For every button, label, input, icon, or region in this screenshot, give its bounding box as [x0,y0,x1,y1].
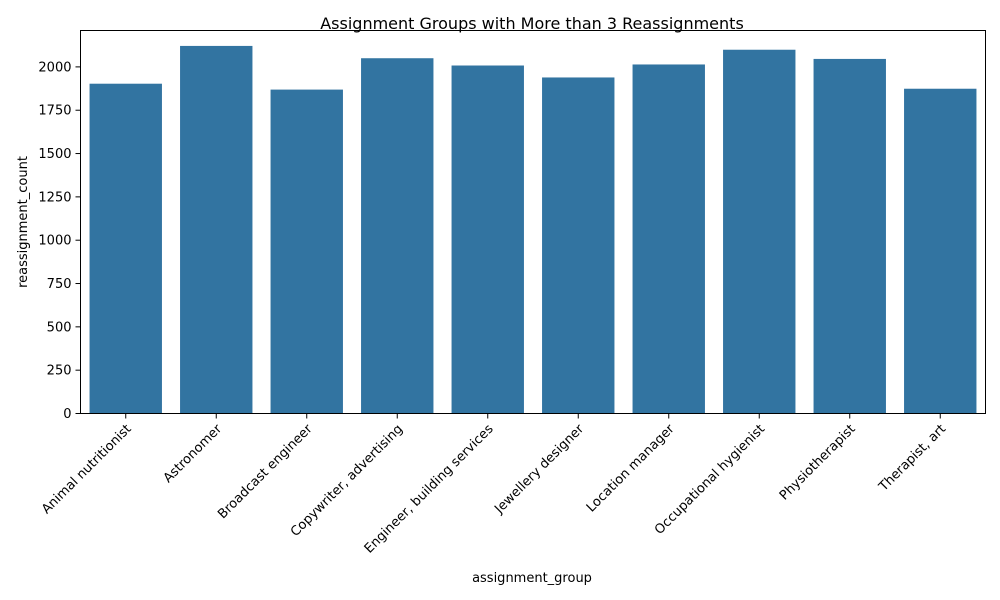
x-tick-label: Astronomer [161,421,226,486]
bar-therapist-art [904,88,977,414]
bar-jewellery-designer [542,77,615,414]
bar-astronomer [180,45,253,414]
y-axis: 0 250 500 750 1000 1250 1500 1750 2000 [38,60,81,422]
y-tick-label: 750 [47,277,72,292]
y-axis-label: reassignment_count [16,156,31,288]
y-tick-label: 1000 [38,234,71,249]
x-axis-label: assignment_group [472,571,592,586]
y-tick-label: 1750 [38,104,71,119]
chart-title: Assignment Groups with More than 3 Reass… [320,14,744,33]
x-tick-label: Location manager [584,421,678,515]
y-tick-label: 1250 [38,190,71,205]
bars-group [89,45,977,414]
x-tick-label: Jewellery designer [491,421,587,517]
bar-occupational-hygienist [723,49,796,414]
bar-engineer-building-services [451,65,524,414]
x-tick-label: Physiotherapist [777,422,859,504]
y-tick-label: 500 [47,320,72,335]
x-tick-label: Animal nutritionist [39,422,134,517]
y-tick-label: 0 [63,407,71,422]
bar-location-manager [632,64,705,414]
x-tick-label: Broadcast engineer [215,421,316,522]
x-tick-label: Therapist, art [876,422,949,495]
y-tick-label: 250 [47,364,72,379]
y-tick-label: 1500 [38,147,71,162]
bar-broadcast-engineer [270,89,343,414]
plot-frame [80,30,986,414]
bar-physiotherapist [813,58,886,414]
bar-copywriter-advertising [361,58,434,414]
bar-animal-nutritionist [89,83,162,414]
y-tick-label: 2000 [38,60,71,75]
